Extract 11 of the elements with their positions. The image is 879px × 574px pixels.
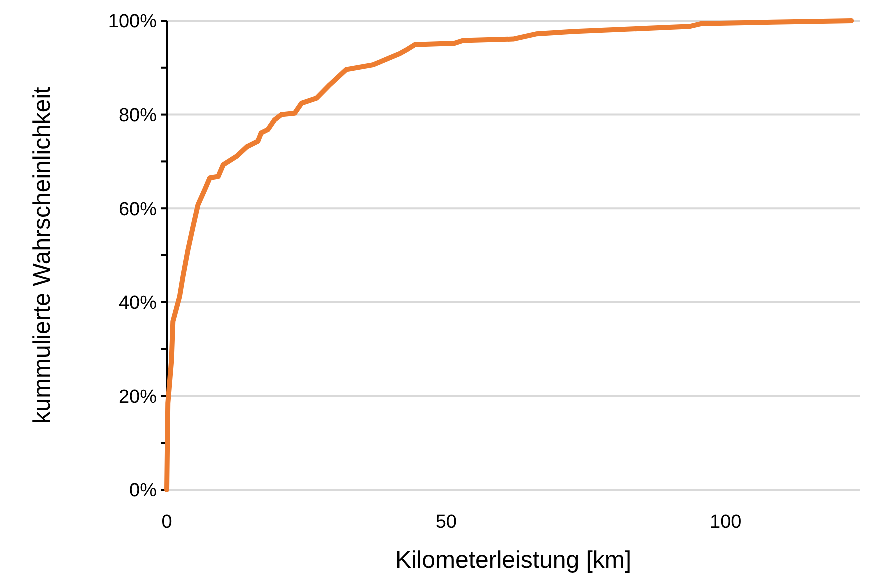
y-tick-label: 80%: [118, 105, 158, 126]
y-axis-title: kummulierte Wahrscheinlichkeit: [29, 86, 56, 424]
y-tick-label: 20%: [118, 386, 158, 408]
y-tick-label: 100%: [108, 12, 158, 33]
x-tick-label: 100: [710, 512, 742, 533]
y-tick-label: 60%: [118, 199, 158, 220]
x-tick-label: 0: [162, 512, 172, 533]
y-tick-label: 40%: [118, 293, 158, 314]
x-axis-title: Kilometerleistung [km]: [395, 547, 632, 574]
y-tick-label: 0%: [130, 480, 158, 502]
x-tick-label: 50: [436, 512, 458, 533]
